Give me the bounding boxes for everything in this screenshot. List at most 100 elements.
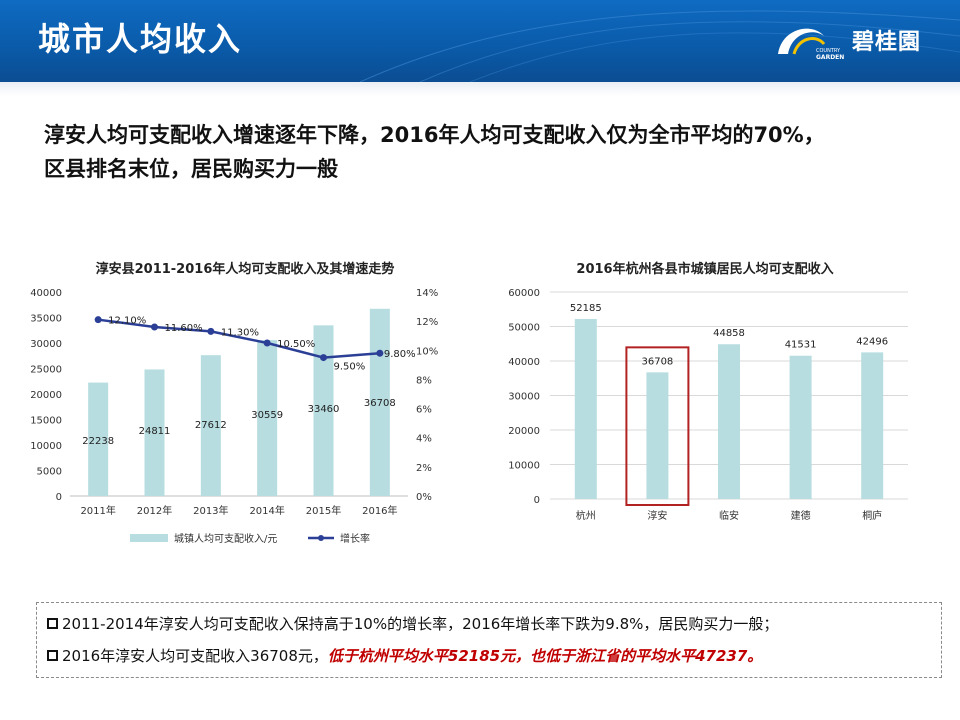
growth-rate-point — [320, 354, 327, 362]
x-tick-label: 临安 — [719, 509, 739, 522]
bar — [369, 308, 390, 496]
y-tick-label: 10000 — [508, 461, 540, 472]
bar-value-label: 24811 — [139, 426, 171, 437]
growth-rate-point — [94, 316, 102, 324]
bar — [313, 325, 334, 496]
x-tick-label: 桐庐 — [862, 509, 882, 522]
growth-rate-point — [207, 327, 215, 335]
bar — [574, 318, 597, 499]
income-trend-chart-svg: 0 5000 10000 15000 20000 25000 30000 35000 40000… — [30, 288, 438, 545]
x-tick-label: 2011年 — [80, 504, 115, 517]
y-tick-label: 60000 — [508, 288, 540, 299]
bar — [88, 382, 109, 496]
growth-rate-label: 9.50% — [334, 362, 366, 373]
logo-text: 碧桂園 — [852, 30, 922, 55]
x-tick-label: 2013年 — [193, 504, 228, 517]
x-tick-label: 2016年 — [362, 504, 397, 517]
header-bar: 城市人均收入 COUNTRY GARDEN 碧桂園 — [0, 0, 960, 82]
x-tick-label: 2015年 — [306, 504, 341, 517]
y-tick-label: 35000 — [30, 314, 62, 325]
bar-value-label: 36708 — [641, 356, 673, 367]
bar-value-label: 41531 — [785, 340, 817, 351]
growth-rate-label: 12.10% — [108, 316, 146, 327]
growth-rate-line — [98, 318, 380, 359]
y-tick-label: 0 — [56, 492, 62, 503]
legend-line-label: 增长率 — [340, 532, 370, 545]
note-text-1: 2011-2014年淳安人均可支配收入保持高于10%的增长率，2016年增长率下… — [62, 615, 779, 633]
x-tick-label: 建德 — [791, 509, 811, 522]
y2-tick-label: 2% — [416, 463, 432, 474]
y-tick-label: 20000 — [508, 426, 540, 437]
note-text-2-emphasis: 低于杭州平均水平52185元，也低于浙江省的平均水平47237。 — [327, 647, 763, 665]
y-tick-label: 15000 — [30, 416, 62, 427]
bar — [200, 355, 221, 496]
y2-tick-label: 0% — [416, 492, 432, 503]
bar-value-label: 22238 — [82, 436, 114, 447]
growth-rate-label: 10.50% — [277, 339, 315, 350]
growth-rate-label: 9.80% — [384, 349, 416, 360]
chart-title: 2016年杭州各县市城镇居民人均可支配收入 — [576, 262, 834, 277]
y-tick-label: 40000 — [30, 288, 62, 299]
page-title: 城市人均收入 — [38, 20, 243, 58]
headline-line-2: 区县排名末位，居民购买力一般 — [44, 157, 338, 181]
y-tick-label: 10000 — [30, 441, 62, 452]
x-tick-label: 淳安 — [647, 509, 667, 522]
bar — [257, 340, 278, 496]
y-tick-label: 40000 — [508, 357, 540, 368]
y2-tick-label: 4% — [416, 434, 432, 445]
logo-swoosh-icon — [778, 28, 824, 54]
x-tick-label: 杭州 — [576, 509, 596, 522]
y2-tick-label: 6% — [416, 405, 432, 416]
bar-value-label: 33460 — [308, 404, 340, 415]
bar — [718, 344, 740, 499]
bar-value-label: 44858 — [713, 328, 745, 339]
y-tick-label: 25000 — [30, 365, 62, 376]
y2-tick-label: 12% — [416, 317, 438, 328]
note-line-2: 2016年淳安人均可支配收入36708元，低于杭州平均水平52185元，也低于浙… — [47, 645, 762, 666]
bar — [144, 369, 165, 496]
county-income-chart-svg: 0 10000 20000 30000 40000 50000 60000 52185 杭州 36… — [508, 288, 908, 522]
y-tick-label: 30000 — [508, 392, 540, 403]
legend-bar-label: 城镇人均可支配收入/元 — [174, 532, 277, 545]
logo-small-text-2: GARDEN — [816, 54, 844, 61]
header-swoosh-decoration — [359, 10, 960, 82]
y2-tick-label: 8% — [416, 375, 432, 386]
x-tick-label: 2012年 — [137, 504, 172, 517]
growth-rate-point — [263, 339, 271, 347]
note-text-2-prefix: 2016年淳安人均可支配收入36708元， — [62, 647, 328, 665]
bar-value-label: 36708 — [364, 398, 396, 409]
highlight-box — [625, 346, 690, 506]
y-tick-label: 30000 — [30, 339, 62, 350]
growth-rate-label: 11.30% — [221, 327, 259, 338]
bar — [861, 352, 884, 499]
header-shadow — [0, 82, 960, 96]
y2-tick-label: 14% — [416, 288, 438, 299]
x-tick-label: 2014年 — [249, 504, 284, 517]
chart-title: 淳安县2011-2016年人均可支配收入及其增速走势 — [95, 262, 395, 277]
bar-value-label: 30559 — [251, 410, 283, 421]
y-tick-label: 5000 — [37, 467, 62, 478]
legend-bar-swatch — [130, 534, 168, 542]
bar-value-label: 52185 — [570, 303, 602, 314]
county-income-chart: 2016年杭州各县市城镇居民人均可支配收入 0 10000 20000 30000 40… — [490, 248, 920, 538]
checkbox-square-icon — [47, 618, 58, 629]
y2-tick-label: 10% — [416, 346, 438, 357]
income-trend-chart: 淳安县2011-2016年人均可支配收入及其增速走势 0 5000 10000 150… — [30, 248, 460, 568]
growth-rate-point — [376, 349, 384, 357]
checkbox-square-icon — [47, 650, 58, 661]
headline-line-1: 淳安人均可支配收入增速逐年下降，2016年人均可支配收入仅为全市平均的70%， — [44, 123, 825, 147]
logo-arc-icon — [792, 37, 826, 55]
legend-line-marker — [318, 535, 324, 541]
y-tick-label: 0 — [534, 495, 540, 506]
bar — [646, 372, 669, 499]
y-tick-label: 20000 — [30, 390, 62, 401]
growth-rate-point — [151, 323, 158, 331]
logo-small-text-1: COUNTRY — [816, 48, 841, 54]
notes-box: 2011-2014年淳安人均可支配收入保持高于10%的增长率，2016年增长率下… — [36, 602, 942, 678]
bar-value-label: 42496 — [856, 336, 888, 347]
growth-rate-label: 11.60% — [165, 323, 203, 334]
bar-value-label: 27612 — [195, 420, 227, 431]
y-tick-label: 50000 — [508, 323, 540, 334]
bar — [789, 355, 812, 499]
